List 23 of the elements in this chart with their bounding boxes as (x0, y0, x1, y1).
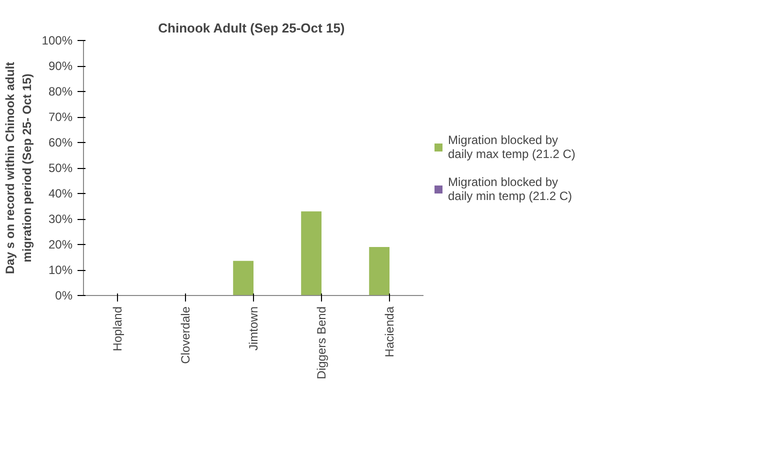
y-tick-label: 60% (48, 136, 73, 150)
y-tick-label: 50% (48, 161, 73, 175)
y-tick-label: 70% (48, 110, 73, 124)
y-tick-label: 100% (42, 34, 73, 48)
x-tick-label: Hacienda (382, 306, 396, 358)
x-tick-label: Diggers Bend (314, 306, 328, 380)
x-tick-label: Jimtown (246, 306, 260, 351)
y-tick-label: 0% (55, 288, 73, 302)
bar (301, 211, 322, 296)
bar (369, 247, 390, 296)
x-tick-label: Hopland (110, 306, 124, 352)
y-tick-label: 90% (48, 59, 73, 73)
chart-title: Chinook Adult (Sep 25-Oct 15) (158, 20, 345, 36)
y-tick-label: 30% (48, 212, 73, 226)
legend-label: Migration blocked by daily min temp (21.2 C) (448, 174, 572, 202)
legend-label: Migration blocked by daily max temp (21.2 C) (448, 132, 576, 160)
bar (233, 260, 254, 296)
y-axis-title: Day s on record within Chinook adult migration period (Sep 25- Oct 15) (3, 62, 34, 274)
y-tick-label: 80% (48, 84, 73, 98)
x-tick-label: Cloverdale (178, 306, 192, 364)
y-tick-label: 40% (48, 186, 73, 200)
y-tick-label: 10% (48, 263, 73, 277)
y-tick-label: 20% (48, 238, 73, 252)
